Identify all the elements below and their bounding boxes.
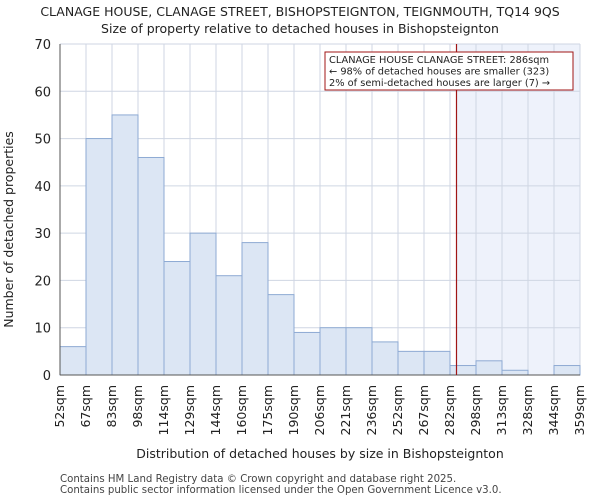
y-tick-label: 20	[34, 274, 51, 289]
histogram-bar	[293, 331, 321, 376]
x-tick-label: 359sqm	[572, 385, 587, 435]
histogram-bar	[267, 294, 295, 376]
histogram-bar	[59, 346, 87, 376]
histogram-bar	[423, 350, 451, 376]
y-tick-label: 40	[34, 180, 51, 195]
x-tick-label: 52sqm	[52, 385, 67, 428]
annotation-box	[324, 51, 574, 91]
annotation-line-3: 2% of semi-detached houses are larger (7…	[329, 78, 550, 89]
x-tick-label: 129sqm	[182, 385, 197, 435]
footer-licence: Contains public sector information licen…	[60, 485, 502, 496]
x-tick-label: 175sqm	[260, 385, 275, 435]
x-tick-label: 144sqm	[208, 385, 223, 435]
x-tick-label: 282sqm	[442, 385, 457, 435]
histogram-bar	[163, 261, 191, 376]
x-tick-label: 267sqm	[416, 385, 431, 435]
histogram-bar	[137, 156, 165, 376]
highlight-region	[456, 44, 580, 375]
y-axis-title: Number of detached properties	[1, 131, 16, 328]
x-tick-label: 236sqm	[364, 385, 379, 435]
x-tick-label: 344sqm	[546, 385, 561, 435]
x-tick-label: 160sqm	[234, 385, 249, 435]
x-tick-label: 83sqm	[104, 385, 119, 428]
y-tick-label: 30	[34, 227, 51, 242]
x-tick-label: 67sqm	[78, 385, 93, 428]
x-axis-title: Distribution of detached houses by size …	[136, 446, 504, 461]
histogram-chart: 0 10 20 30 40 50 60 70 52sqm 67sqm 83sqm 98sqm 114sq…	[1, 38, 587, 461]
histogram-bar	[319, 327, 347, 376]
x-tick-label: 313sqm	[494, 385, 509, 435]
histogram-bar	[111, 114, 139, 376]
annotation-line-1: CLANAGE HOUSE CLANAGE STREET: 286sqm	[329, 55, 549, 66]
y-tick-label: 50	[34, 133, 51, 148]
histogram-bar	[241, 242, 269, 376]
x-tick-label: 114sqm	[156, 385, 171, 435]
histogram-bar	[371, 341, 399, 376]
x-tick-label: 221sqm	[338, 385, 353, 435]
annotation-line-2: ← 98% of detached houses are smaller (32…	[329, 67, 549, 78]
chart-subtitle: Size of property relative to detached ho…	[101, 21, 499, 36]
histogram-bar	[345, 327, 373, 376]
chart-title: CLANAGE HOUSE, CLANAGE STREET, BISHOPSTE…	[40, 4, 560, 19]
histogram-bar	[449, 365, 477, 376]
histogram-bar	[501, 369, 529, 376]
footer-copyright: Contains HM Land Registry data © Crown c…	[60, 474, 457, 485]
y-tick-label: 60	[34, 85, 51, 100]
histogram-bar	[397, 350, 425, 376]
x-tick-label: 206sqm	[312, 385, 327, 435]
y-tick-label: 70	[34, 38, 51, 53]
y-tick-label: 0	[43, 369, 51, 384]
y-tick-label: 10	[34, 322, 51, 337]
histogram-bar	[85, 138, 113, 376]
x-tick-label: 298sqm	[468, 385, 483, 435]
x-tick-label: 98sqm	[130, 385, 145, 428]
histogram-bar	[475, 360, 503, 376]
histogram-bar	[553, 365, 581, 376]
x-tick-label: 328sqm	[520, 385, 535, 435]
histogram-bar	[215, 275, 243, 376]
histogram-bar	[189, 232, 217, 376]
x-tick-label: 190sqm	[286, 385, 301, 435]
x-tick-label: 252sqm	[390, 385, 405, 435]
